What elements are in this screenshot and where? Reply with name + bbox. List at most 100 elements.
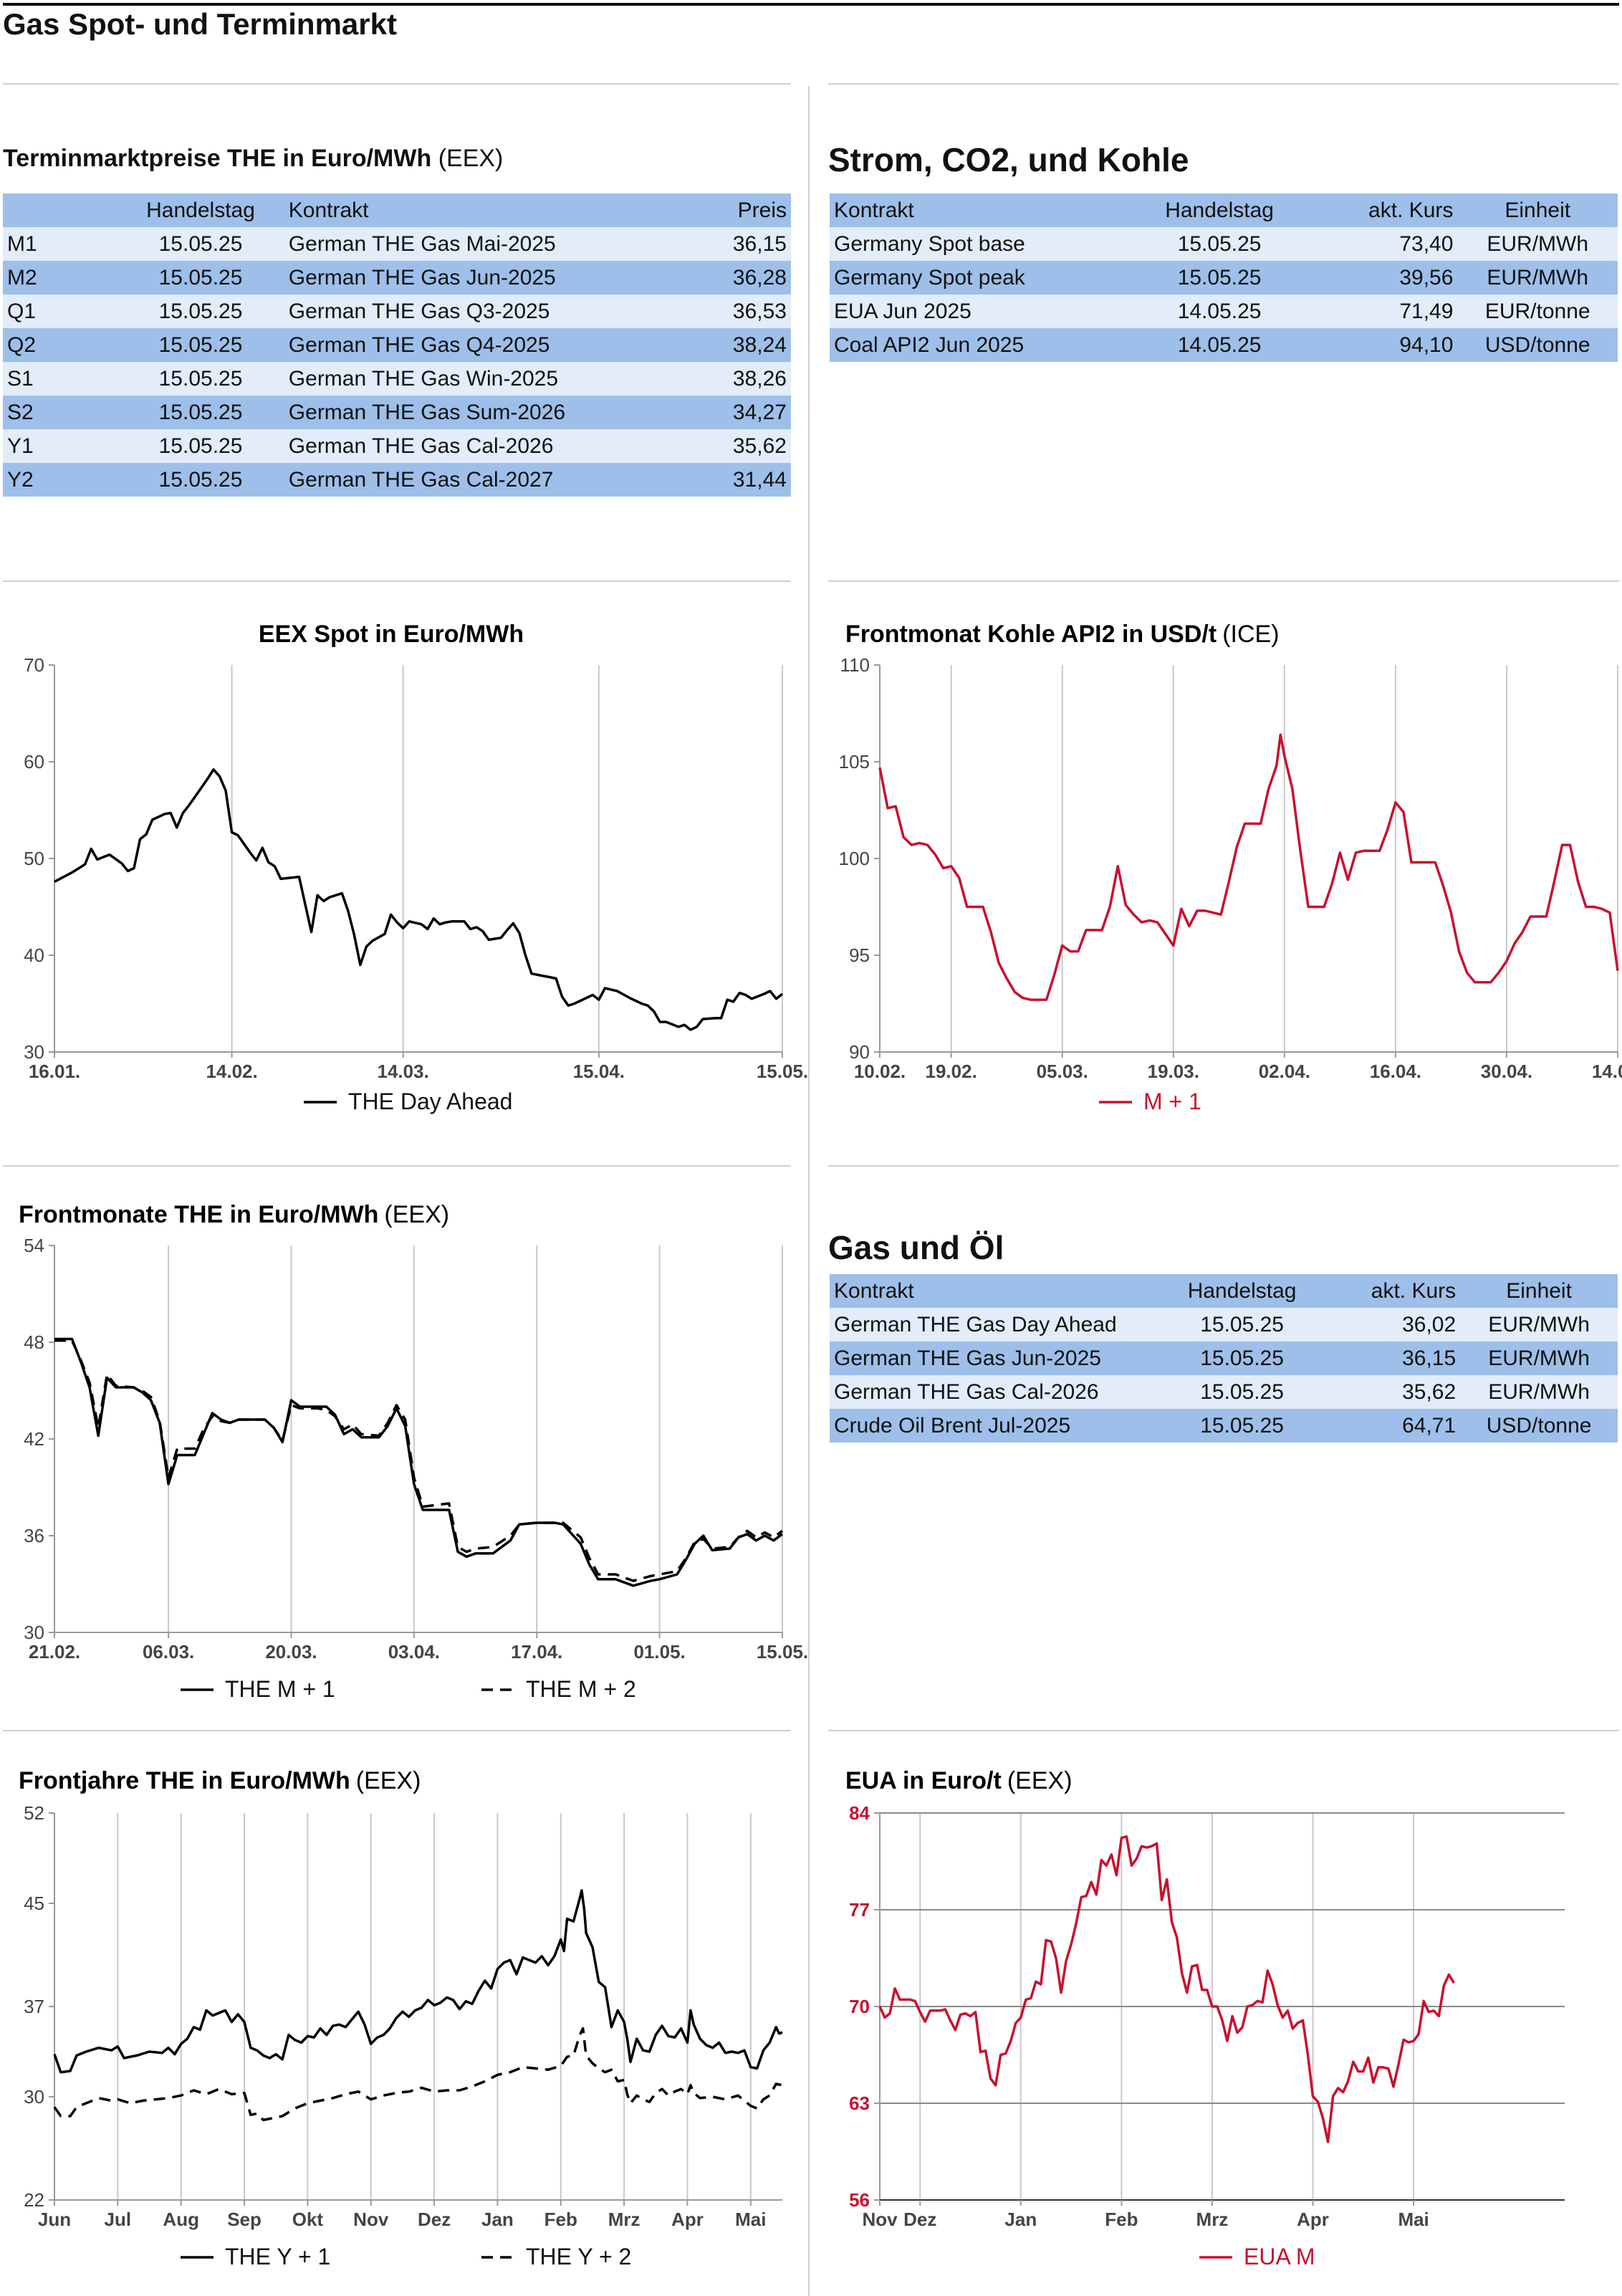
x-tick-label: Mrz	[1196, 2209, 1229, 2230]
frontmonate-the-chart: Frontmonate THE in Euro/MWh (EEX) 30 36 42 48…	[19, 1201, 808, 1702]
y-tick-label: 30	[24, 2086, 44, 2108]
chart-source: (EEX)	[356, 1767, 421, 1794]
x-tick-label: 05.03.	[1037, 1061, 1088, 1082]
column-header: Kontrakt	[830, 1274, 1161, 1308]
table-row: Q2 15.05.25 German THE Gas Q4-2025 38,24	[3, 328, 791, 362]
column-header: Einheit	[1457, 193, 1618, 227]
x-tick-label: Sep	[227, 2209, 261, 2230]
table-cell: USD/tonne	[1457, 328, 1618, 362]
chart-title: EUA in Euro/t (EEX)	[845, 1767, 1072, 1794]
table-cell: 36,15	[681, 227, 791, 261]
x-tick-label: 15.04.	[573, 1061, 625, 1082]
legend-label: EUA M	[1244, 2244, 1315, 2269]
series-line-the-m-1	[54, 1337, 784, 1587]
y-tick-label: 77	[849, 1899, 870, 1920]
table-row: S2 15.05.25 German THE Gas Sum-2026 34,27	[3, 396, 791, 429]
y-tick-label: 50	[24, 848, 44, 869]
x-tick-label: Mai	[1398, 2209, 1429, 2230]
x-tick-label: 01.05.	[633, 1641, 685, 1663]
divider	[3, 83, 791, 85]
series-line-the-y-1	[53, 1889, 783, 2074]
legend-label: THE Day Ahead	[348, 1089, 512, 1114]
divider	[3, 1165, 791, 1167]
x-tick-label: 14.03.	[378, 1061, 429, 1082]
column-header: Einheit	[1460, 1274, 1618, 1308]
table-cell: 38,24	[681, 328, 791, 362]
table-cell: Germany Spot peak	[830, 261, 1127, 295]
legend-label: THE M + 1	[225, 1676, 335, 1702]
table-cell: 35,62	[1324, 1375, 1461, 1409]
x-tick-label: 14.05.	[1592, 1061, 1622, 1082]
table-cell: 31,44	[681, 463, 791, 497]
table-row: Crude Oil Brent Jul-2025 15.05.25 64,71 USD…	[830, 1409, 1618, 1443]
column-header	[3, 193, 117, 227]
table-row: M1 15.05.25 German THE Gas Mai-2025 36,15	[3, 227, 791, 261]
table-cell: 15.05.25	[117, 429, 284, 463]
terminmarkt-title-source: (EEX)	[438, 145, 504, 172]
table-cell: Coal API2 Jun 2025	[830, 328, 1127, 362]
divider	[3, 1730, 791, 1731]
x-tick-label: 19.03.	[1148, 1061, 1199, 1082]
table-cell: 36,53	[681, 295, 791, 328]
table-cell: German THE Gas Cal-2026	[284, 429, 681, 463]
y-tick-label: 60	[24, 751, 44, 772]
column-header: Handelstag	[1160, 1274, 1325, 1308]
y-tick-label: 48	[24, 1331, 44, 1353]
x-tick-label: 21.02.	[29, 1641, 80, 1663]
table-cell: 15.05.25	[117, 463, 284, 497]
column-divider	[808, 86, 810, 2296]
top-rule	[3, 3, 1619, 6]
chart-title: Frontjahre THE in Euro/MWh (EEX)	[19, 1767, 421, 1794]
table-cell: 36,15	[1324, 1341, 1461, 1375]
table-cell: 15.05.25	[117, 295, 284, 328]
table-cell: EUR/MWh	[1460, 1375, 1618, 1409]
table-cell: 15.05.25	[1160, 1341, 1325, 1375]
x-tick-label: Apr	[1297, 2209, 1329, 2230]
x-tick-label: 10.02.	[854, 1061, 906, 1082]
chart-title: EEX Spot in Euro/MWh	[259, 621, 524, 648]
x-tick-label: Feb	[1105, 2209, 1138, 2230]
table-cell: 73,40	[1312, 227, 1458, 261]
table-cell: Y2	[3, 463, 117, 497]
x-tick-label: 14.02.	[206, 1061, 257, 1082]
table-cell: EUR/tonne	[1457, 295, 1618, 328]
table-cell: 15.05.25	[1160, 1409, 1325, 1443]
table-row: Germany Spot base 15.05.25 73,40 EUR/MWh	[830, 227, 1618, 261]
table-row: German THE Gas Jun-2025 15.05.25 36,15 EUR/…	[830, 1341, 1618, 1375]
divider	[828, 83, 1619, 85]
table-cell: S2	[3, 396, 117, 429]
table-cell: German THE Gas Jun-2025	[830, 1341, 1161, 1375]
y-tick-label: 70	[24, 654, 44, 676]
column-header: akt. Kurs	[1324, 1274, 1461, 1308]
chart-title-text: Frontmonat Kohle API2 in USD/t	[845, 621, 1216, 648]
x-tick-label: 06.03.	[143, 1641, 194, 1663]
table-cell: 35,62	[681, 429, 791, 463]
y-tick-label: 56	[849, 2189, 870, 2211]
table-cell: Germany Spot base	[830, 227, 1127, 261]
table-cell: 14.05.25	[1126, 295, 1313, 328]
chart-source: (EEX)	[1007, 1767, 1072, 1794]
legend-label: THE Y + 2	[526, 2244, 631, 2269]
x-tick-label: Feb	[544, 2209, 577, 2230]
table-cell: 36,28	[681, 261, 791, 295]
table-cell: USD/tonne	[1460, 1409, 1618, 1443]
y-tick-label: 22	[24, 2189, 44, 2211]
x-tick-label: Nov	[862, 2209, 898, 2230]
kohle-api2-chart: Frontmonat Kohle API2 in USD/t (ICE) 90 95 1…	[839, 621, 1622, 1114]
y-tick-label: 90	[849, 1041, 870, 1063]
x-tick-label: 15.05.	[757, 1641, 808, 1663]
y-tick-label: 84	[849, 1802, 870, 1824]
gasoel-title: Gas und Öl	[828, 1229, 1004, 1266]
terminmarkt-title-bold: Terminmarktpreise THE in Euro/MWh	[3, 145, 432, 172]
table-cell: Y1	[3, 429, 117, 463]
chart-title: Frontmonat Kohle API2 in USD/t (ICE)	[845, 621, 1280, 648]
legend-label: THE Y + 1	[225, 2244, 330, 2269]
table-row: S1 15.05.25 German THE Gas Win-2025 38,26	[3, 362, 791, 396]
table-row: Y2 15.05.25 German THE Gas Cal-2027 31,44	[3, 463, 791, 497]
table-cell: 15.05.25	[117, 227, 284, 261]
series-line-m-1	[878, 733, 1619, 1001]
table-cell: S1	[3, 362, 117, 396]
x-tick-label: Mrz	[608, 2209, 640, 2230]
table-cell: 64,71	[1324, 1409, 1461, 1443]
x-tick-label: Jul	[105, 2209, 132, 2230]
